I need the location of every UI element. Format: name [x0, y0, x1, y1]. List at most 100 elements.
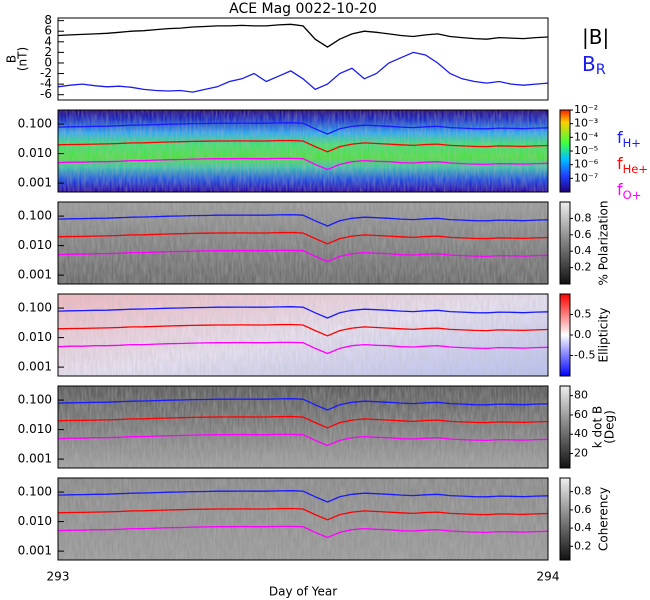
x-axis-label: Day of Year — [269, 585, 337, 599]
series-line — [57, 23, 549, 48]
y-axis-label: (nT) — [16, 47, 30, 71]
colorbar-tick-label: 0.4 — [574, 244, 592, 257]
series-line — [57, 157, 549, 171]
legend-name: B — [582, 52, 596, 76]
series-line — [57, 415, 549, 429]
colorbar-tick-label: 20 — [574, 447, 588, 460]
y-tick-label: 8 — [44, 13, 52, 27]
colorbar-title: k dot B — [591, 406, 605, 448]
y-tick-label: 0.010 — [18, 146, 52, 160]
colorbar-tick-label: 0.0 — [574, 328, 592, 341]
legend-name: f — [617, 154, 623, 173]
series-line — [57, 323, 549, 337]
colorbar-title: (Deg) — [603, 410, 617, 444]
colorbar-tick-label: 0.4 — [574, 521, 592, 534]
legend-entry: |B| — [582, 25, 609, 49]
series-line — [57, 398, 549, 411]
spectrogram-texture — [58, 386, 548, 468]
panel-frame — [57, 109, 549, 193]
series-line — [57, 525, 549, 539]
series-line — [57, 122, 549, 135]
y-tick-label: 0.001 — [18, 452, 52, 466]
panel-frame — [57, 293, 549, 377]
colorbar-tick-label: 0.6 — [574, 503, 592, 516]
spectrogram-texture — [58, 294, 548, 376]
legend-name: f — [617, 180, 623, 199]
y-tick-label: 0.010 — [18, 238, 52, 252]
legend-entry: BR — [582, 52, 606, 79]
y-axis-label: B — [5, 55, 19, 63]
y-tick-label: 0.100 — [18, 393, 52, 407]
y-tick-label: 0.001 — [18, 268, 52, 282]
series-line — [57, 249, 549, 263]
y-tick-label: 2 — [44, 45, 52, 59]
y-tick-label: 0 — [44, 55, 52, 69]
y-tick-label: 6 — [44, 24, 52, 38]
legend-entry: fHe+ — [617, 154, 648, 176]
colorbar-tick-label: 0.8 — [574, 485, 592, 498]
y-tick-label: -6 — [40, 87, 52, 101]
colorbar-tick-label: 0.8 — [574, 211, 592, 224]
legend-subscript: O+ — [623, 188, 642, 202]
colorbar-tick-label: -0.5 — [574, 349, 595, 362]
colorbar-tick-label: 0.6 — [574, 228, 592, 241]
y-tick-label: 0.100 — [18, 117, 52, 131]
series-line — [57, 214, 549, 227]
series-line — [57, 306, 549, 319]
colorbar-tick-label: 0.5 — [574, 308, 592, 321]
colorbar-tick-label: 0.2 — [574, 539, 592, 552]
series-line — [57, 341, 549, 355]
series-line — [57, 433, 549, 447]
spectrogram-texture — [58, 202, 548, 284]
spectrogram-texture — [58, 110, 548, 192]
y-tick-label: 0.010 — [18, 514, 52, 528]
legend-entry: fH+ — [617, 128, 641, 150]
y-tick-label: 0.100 — [18, 485, 52, 499]
colorbar-tick-label: 0.2 — [574, 261, 592, 274]
y-tick-label: -2 — [40, 66, 52, 80]
series-line — [57, 231, 549, 245]
series-line — [57, 139, 549, 153]
panel-frame — [57, 201, 549, 285]
colorbar-tick-label: 10⁻⁴ — [574, 130, 599, 143]
y-tick-label: 0.100 — [18, 301, 52, 315]
y-tick-label: 0.001 — [18, 360, 52, 374]
legend-subscript: R — [596, 62, 606, 78]
colorbar-tick-label: 10⁻³ — [574, 117, 598, 130]
y-tick-label: -4 — [40, 77, 52, 91]
y-tick-label: 0.001 — [18, 544, 52, 558]
legend-entry: fO+ — [617, 180, 641, 202]
colorbar-title: Coherency — [597, 487, 611, 551]
series-line — [57, 51, 549, 93]
legend-subscript: H+ — [623, 136, 641, 150]
legend-name: f — [617, 128, 623, 147]
legend-subscript: He+ — [623, 162, 648, 176]
legend-name: |B| — [582, 25, 609, 49]
panel-frame — [57, 385, 549, 469]
colorbar-tick-label: 80 — [574, 389, 588, 402]
colorbar-tick-label: 10⁻² — [574, 103, 598, 116]
colorbar-tick-label: 10⁻⁵ — [574, 144, 598, 157]
chart-title: ACE Mag 0022-10-20 — [229, 1, 377, 17]
colorbar-tick-label: 40 — [574, 427, 588, 440]
x-tick-label: 294 — [537, 570, 560, 584]
y-tick-label: 0.010 — [18, 422, 52, 436]
colorbar-tick-label: 60 — [574, 408, 588, 421]
spectrogram-texture — [58, 478, 548, 560]
y-tick-label: 0.100 — [18, 209, 52, 223]
y-tick-label: 0.010 — [18, 330, 52, 344]
colorbar — [559, 109, 571, 193]
y-tick-label: 0.001 — [18, 176, 52, 190]
colorbar — [559, 385, 571, 469]
colorbar-title: Ellipticity — [597, 308, 611, 363]
colorbar — [559, 293, 571, 377]
y-tick-label: 4 — [44, 34, 52, 48]
colorbar-tick-label: 10⁻⁷ — [574, 171, 598, 184]
panel-frame — [57, 477, 549, 561]
colorbar — [559, 477, 571, 561]
series-line — [57, 507, 549, 521]
colorbar-tick-label: 10⁻⁶ — [574, 158, 599, 171]
panel-frame — [57, 17, 549, 101]
colorbar — [559, 201, 571, 285]
